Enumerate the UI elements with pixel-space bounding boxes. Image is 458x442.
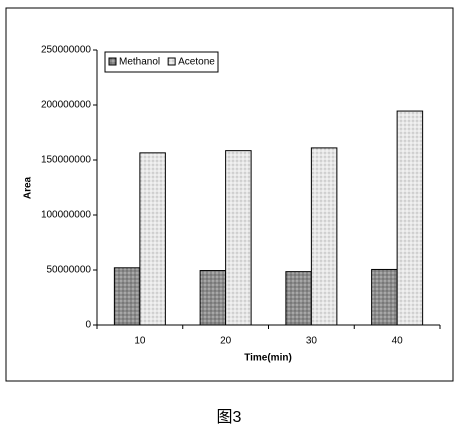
y-tick-label: 100000000 — [41, 210, 91, 221]
bar — [371, 268, 398, 326]
bar — [310, 147, 338, 326]
legend-label: Methanol — [119, 57, 160, 68]
y-tick-label: 0 — [85, 320, 91, 331]
x-tick-label: 10 — [134, 336, 146, 347]
x-tick-label: 20 — [220, 336, 232, 347]
y-tick-label: 150000000 — [41, 155, 91, 166]
y-tick-label: 250000000 — [41, 45, 91, 56]
caption: 图3 — [217, 409, 242, 426]
legend-swatch — [167, 57, 176, 66]
x-axis-title: Time(min) — [244, 353, 292, 364]
legend-label: Acetone — [178, 57, 215, 68]
bar — [225, 150, 252, 326]
legend-box — [104, 51, 219, 73]
y-tick-label: 200000000 — [41, 100, 91, 111]
bar — [396, 110, 424, 326]
y-axis-title: Area — [23, 176, 34, 199]
bar — [113, 267, 141, 326]
x-tick-label: 30 — [306, 336, 318, 347]
y-tick-label: 50000000 — [47, 265, 92, 276]
bar — [285, 271, 312, 326]
bar — [199, 270, 227, 326]
legend-swatch — [108, 57, 117, 66]
bar — [139, 152, 166, 326]
x-tick-label: 40 — [392, 336, 404, 347]
